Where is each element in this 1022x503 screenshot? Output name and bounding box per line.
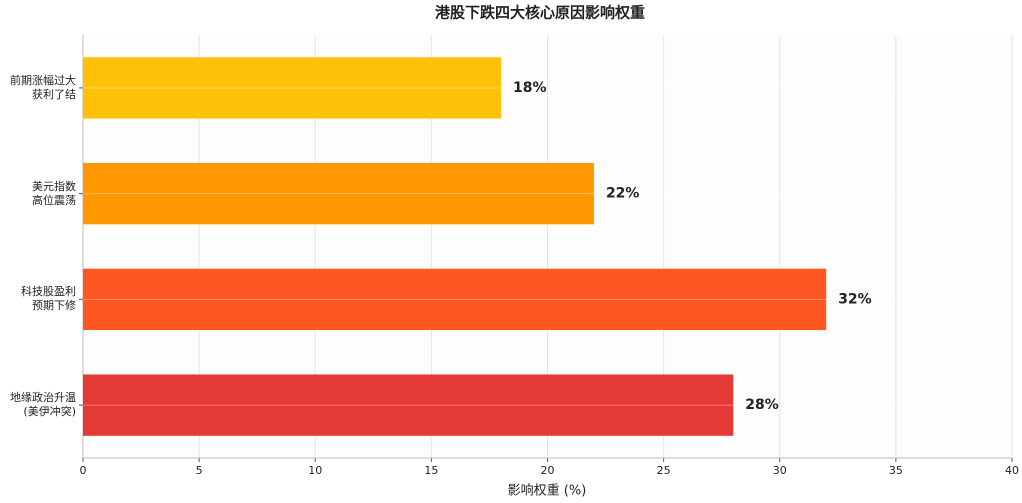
value-label: 32% [838, 291, 872, 307]
x-tick-label: 15 [424, 464, 438, 477]
x-tick-label: 30 [773, 464, 787, 477]
value-label: 22% [606, 186, 640, 202]
x-tick-label: 0 [80, 464, 87, 477]
bar [83, 57, 502, 119]
x-tick-label: 5 [196, 464, 203, 477]
y-tick-label: 地缘政治升温 (美伊冲突) [10, 391, 76, 419]
value-label: 18% [513, 80, 547, 96]
bar [83, 268, 827, 331]
x-tick-label: 35 [889, 464, 903, 477]
y-tick-label: 科技股盈利 预期下修 [21, 285, 76, 313]
x-tick-label: 40 [1005, 464, 1019, 477]
x-axis-label: 影响权重 (%) [508, 483, 587, 499]
bar [83, 162, 594, 225]
x-tick-label: 25 [657, 464, 671, 477]
y-tick-label: 前期涨幅过大 获利了结 [10, 73, 76, 101]
x-tick-label: 10 [308, 464, 322, 477]
x-tick-label: 20 [541, 464, 555, 477]
chart-title: 港股下跌四大核心原因影响权重 [435, 4, 645, 22]
y-tick-label: 美元指数 高位震荡 [32, 179, 76, 207]
value-label: 28% [745, 397, 779, 413]
bar [83, 374, 734, 436]
